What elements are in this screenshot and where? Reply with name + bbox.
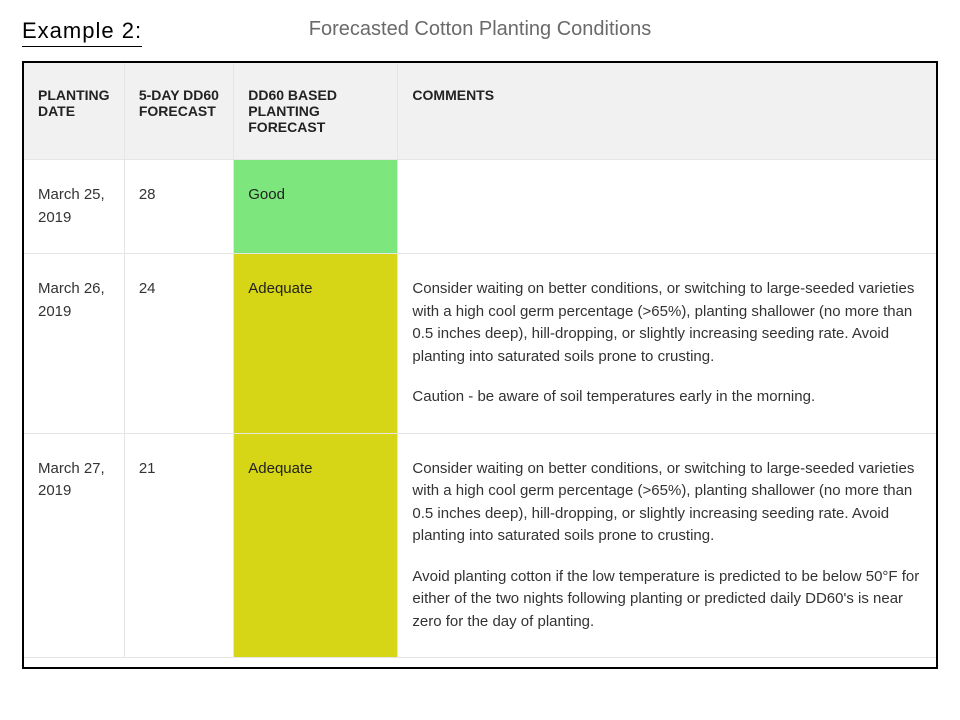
table-row: March 25, 201928Good: [24, 160, 936, 254]
cell-forecast: Good: [234, 160, 398, 254]
page-title: Forecasted Cotton Planting Conditions: [309, 18, 651, 41]
comment-paragraph: Consider waiting on better conditions, o…: [412, 278, 922, 368]
table-row: March 27, 201921AdequateConsider waiting…: [24, 433, 936, 657]
comment-paragraph: Avoid planting cotton if the low tempera…: [412, 566, 922, 634]
cell-planting-date: March 27, 2019: [24, 433, 124, 657]
table-row: March 26, 201924AdequateConsider waiting…: [24, 254, 936, 434]
cell-comments: [398, 160, 936, 254]
cell-comments: Consider waiting on better conditions, o…: [398, 433, 936, 657]
cell-comments: Consider waiting on better conditions, o…: [398, 254, 936, 434]
table-header-row: PLANTING DATE 5-DAY DD60 FORECAST DD60 B…: [24, 63, 936, 160]
table-footer-strip: [24, 657, 936, 667]
cell-forecast: Adequate: [234, 433, 398, 657]
cell-dd60: 21: [124, 433, 233, 657]
cell-dd60: 24: [124, 254, 233, 434]
col-header-planting-date: PLANTING DATE: [24, 63, 124, 160]
cell-dd60: 28: [124, 160, 233, 254]
cell-planting-date: March 25, 2019: [24, 160, 124, 254]
forecast-table: PLANTING DATE 5-DAY DD60 FORECAST DD60 B…: [24, 63, 936, 657]
col-header-planting-forecast: DD60 BASED PLANTING FORECAST: [234, 63, 398, 160]
comment-paragraph: Caution - be aware of soil temperatures …: [412, 386, 922, 409]
comment-paragraph: Consider waiting on better conditions, o…: [412, 458, 922, 548]
forecast-table-container: PLANTING DATE 5-DAY DD60 FORECAST DD60 B…: [22, 61, 938, 669]
cell-planting-date: March 26, 2019: [24, 254, 124, 434]
cell-forecast: Adequate: [234, 254, 398, 434]
col-header-dd60-forecast: 5-DAY DD60 FORECAST: [124, 63, 233, 160]
col-header-comments: COMMENTS: [398, 63, 936, 160]
table-body: March 25, 201928GoodMarch 26, 201924Adeq…: [24, 160, 936, 658]
example-label: Example 2:: [22, 18, 142, 47]
